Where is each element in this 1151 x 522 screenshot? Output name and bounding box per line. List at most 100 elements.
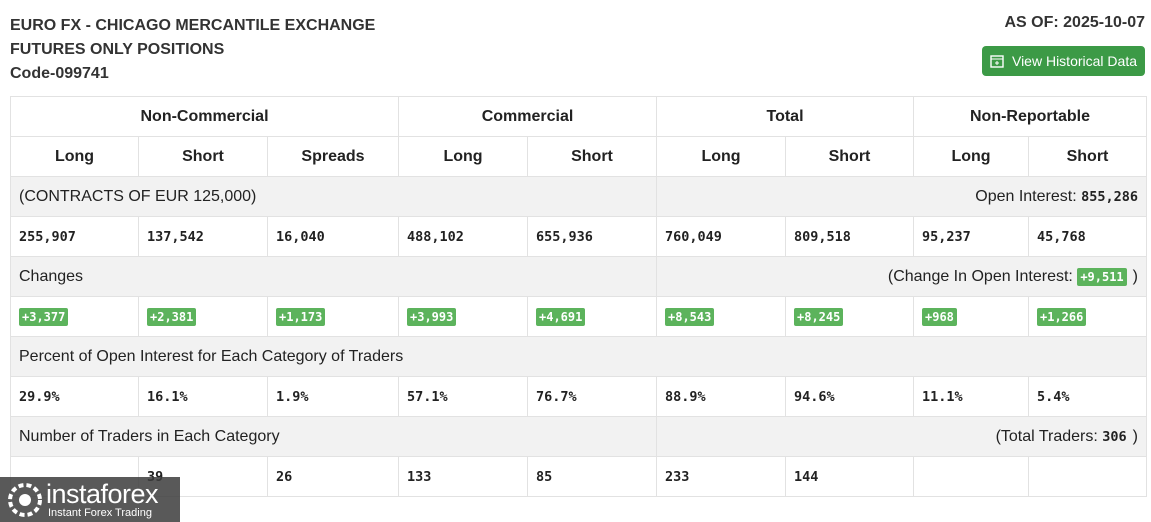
column-header: Long bbox=[913, 136, 1029, 177]
group-header: Non-Commercial bbox=[10, 96, 399, 137]
value: 45,768 bbox=[1037, 228, 1086, 245]
value-cell: +8,543 bbox=[656, 296, 786, 337]
positions-table: Non-Commercial Commercial Total Non-Reporta… bbox=[10, 96, 1147, 497]
change-badge: +968 bbox=[922, 307, 957, 326]
change-badge: +3,993 bbox=[407, 307, 457, 326]
value-cell bbox=[1028, 456, 1147, 497]
section-row: (CONTRACTS OF EUR 125,000) Open Interest:… bbox=[10, 176, 1147, 217]
column-header: Long bbox=[10, 136, 139, 177]
value: 16,040 bbox=[276, 228, 325, 245]
value: 16.1% bbox=[147, 388, 188, 405]
value-cell: 255,907 bbox=[10, 216, 139, 257]
code: Code-099741 bbox=[10, 65, 109, 82]
summary-value: 855,286 bbox=[1081, 188, 1138, 205]
value-cell: 488,102 bbox=[398, 216, 528, 257]
value: 88.9% bbox=[665, 388, 706, 405]
value: 133 bbox=[407, 468, 432, 485]
summary-label: (Change In Open Interest: bbox=[887, 267, 1073, 285]
value: 255,907 bbox=[19, 228, 76, 245]
section-row: Changes (Change In Open Interest: +9,511) bbox=[10, 256, 1147, 297]
button-label: View Historical Data bbox=[1011, 53, 1137, 69]
value-cell: 45,768 bbox=[1028, 216, 1147, 257]
value: 85 bbox=[536, 468, 553, 485]
value-cell: 1.9% bbox=[267, 376, 399, 417]
summary-value: +9,511 bbox=[1077, 267, 1127, 286]
column-header: Spreads bbox=[267, 136, 399, 177]
value: 488,102 bbox=[407, 228, 464, 245]
value: 655,936 bbox=[536, 228, 593, 245]
group-row: Non-Commercial Commercial Total Non-Reporta… bbox=[10, 96, 1147, 137]
value-cell: 760,049 bbox=[656, 216, 786, 257]
value: 94.6% bbox=[794, 388, 835, 405]
column-header: Short bbox=[138, 136, 268, 177]
value-cell: 655,936 bbox=[527, 216, 657, 257]
value-cell: 16.1% bbox=[138, 376, 268, 417]
history-button[interactable]: View Historical Data bbox=[981, 46, 1145, 76]
value-cell: 26 bbox=[267, 456, 399, 497]
value: 760,049 bbox=[665, 228, 722, 245]
logo-icon bbox=[8, 483, 42, 517]
group-header: Commercial bbox=[398, 96, 657, 137]
value-cell: +8,245 bbox=[785, 296, 914, 337]
value-cell: 809,518 bbox=[785, 216, 914, 257]
value: 1.9% bbox=[276, 388, 309, 405]
section-row: Percent of Open Interest for Each Catego… bbox=[10, 336, 1147, 377]
value-cell: +3,993 bbox=[398, 296, 528, 337]
summary-label: Open Interest: bbox=[975, 187, 1077, 205]
value: 76.7% bbox=[536, 388, 577, 405]
value-cell: 233 bbox=[656, 456, 786, 497]
value-cell: +3,377 bbox=[10, 296, 139, 337]
group-header: Non-Reportable bbox=[913, 96, 1147, 137]
value-cell: 76.7% bbox=[527, 376, 657, 417]
section-summary: (Change In Open Interest: +9,511) bbox=[656, 256, 1147, 297]
column-header: Long bbox=[656, 136, 786, 177]
value: 5.4% bbox=[1037, 388, 1070, 405]
watermark-name: instaforex bbox=[46, 479, 159, 509]
column-header: Long bbox=[398, 136, 528, 177]
watermark: instaforex Instant Forex Trading bbox=[0, 477, 180, 522]
change-badge: +2,381 bbox=[147, 307, 197, 326]
as-of: AS OF: 2025-10-07 bbox=[1004, 14, 1145, 31]
value: 26 bbox=[276, 468, 293, 485]
value-cell: 57.1% bbox=[398, 376, 528, 417]
value-cell: +968 bbox=[913, 296, 1029, 337]
change-badge: +4,691 bbox=[536, 307, 586, 326]
change-badge: +1,266 bbox=[1037, 307, 1087, 326]
title: EURO FX - CHICAGO MERCANTILE EXCHANGE bbox=[10, 17, 376, 34]
summary-close: ) bbox=[1132, 427, 1138, 445]
section-label: Number of Traders in Each Category bbox=[10, 416, 657, 457]
value-cell: 29.9% bbox=[10, 376, 139, 417]
value-cell: 95,237 bbox=[913, 216, 1029, 257]
values-row: 39 26 133 85 233 144 bbox=[10, 456, 1147, 497]
value-cell: 94.6% bbox=[785, 376, 914, 417]
section-label: (CONTRACTS OF EUR 125,000) bbox=[10, 176, 657, 217]
value: 95,237 bbox=[922, 228, 971, 245]
watermark-tagline: Instant Forex Trading bbox=[48, 507, 152, 519]
value-cell: +2,381 bbox=[138, 296, 268, 337]
value: 137,542 bbox=[147, 228, 204, 245]
group-header: Total bbox=[656, 96, 914, 137]
value: 57.1% bbox=[407, 388, 448, 405]
value-cell: 144 bbox=[785, 456, 914, 497]
value-cell: 39 bbox=[138, 456, 268, 497]
column-header: Short bbox=[527, 136, 657, 177]
change-badge: +3,377 bbox=[19, 307, 69, 326]
values-row: +3,377 +2,381 +1,173 +3,993 +4,691 +8,543 +8,2… bbox=[10, 296, 1147, 337]
section-label: Percent of Open Interest for Each Catego… bbox=[10, 336, 1147, 377]
value-cell: 11.1% bbox=[913, 376, 1029, 417]
value-cell: 137,542 bbox=[138, 216, 268, 257]
section-label: Changes bbox=[10, 256, 657, 297]
value-cell: 133 bbox=[398, 456, 528, 497]
value-cell: 88.9% bbox=[656, 376, 786, 417]
subheader-row: Long Short Spreads Long Short Long Short Long Sh… bbox=[10, 136, 1147, 177]
summary-value: 306 bbox=[1102, 428, 1127, 445]
value-cell: 16,040 bbox=[267, 216, 399, 257]
value: 11.1% bbox=[922, 388, 963, 405]
value: 809,518 bbox=[794, 228, 851, 245]
calendar-icon bbox=[990, 55, 1004, 68]
section-summary: (Total Traders: 306) bbox=[656, 416, 1147, 457]
value-cell: 5.4% bbox=[1028, 376, 1147, 417]
change-badge: +1,173 bbox=[276, 307, 326, 326]
change-badge: +8,543 bbox=[665, 307, 715, 326]
